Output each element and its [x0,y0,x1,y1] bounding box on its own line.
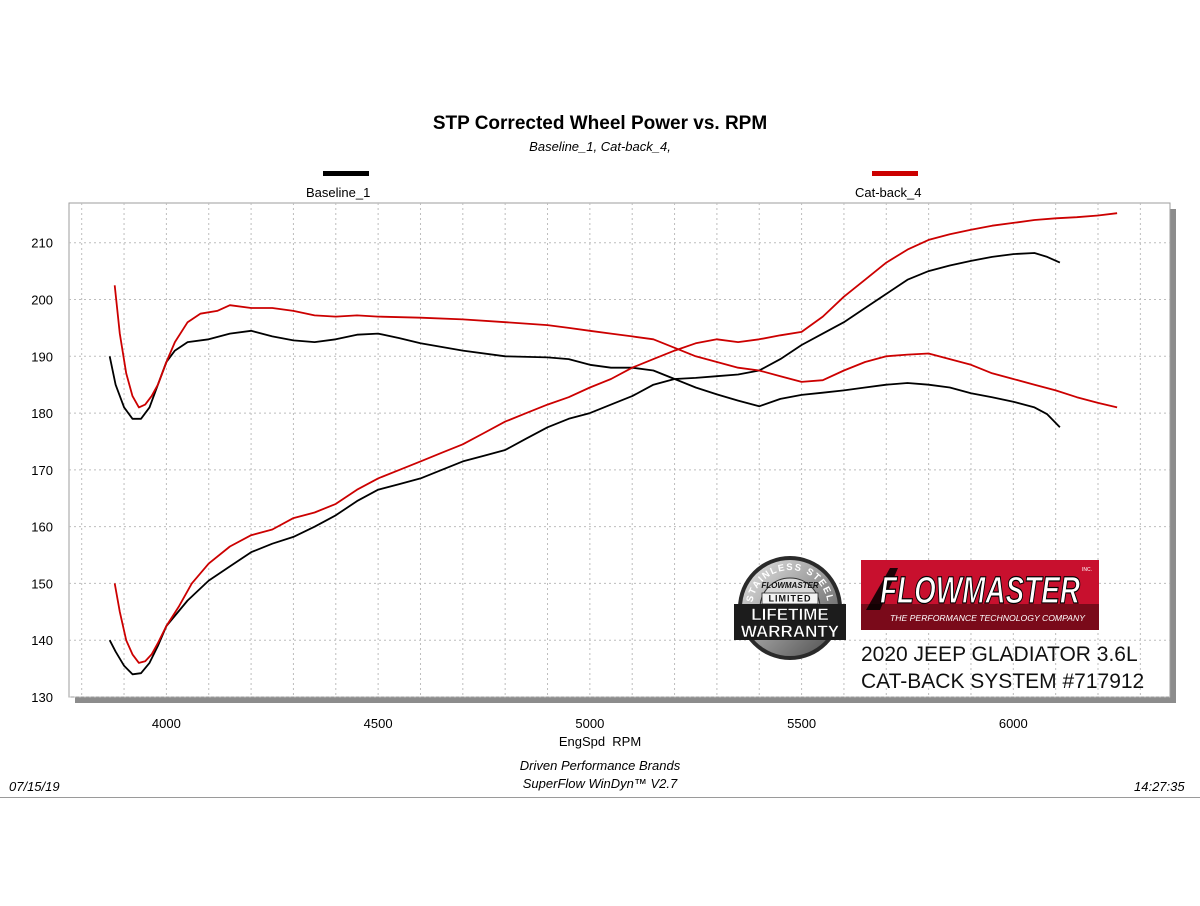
series-line-baseline-1-upper [108,329,1061,428]
series-layer [108,212,1118,676]
footer-divider [0,797,1200,798]
logo-brand-text: FLOWMASTER [880,570,1080,612]
caption-block: 2020 JEEP GLADIATOR 3.6L CAT-BACK SYSTEM… [861,643,1144,693]
legend-label-baseline: Baseline_1 [306,185,371,200]
badge-brand: FLOWMASTER [761,581,819,590]
y-tick-label: 190 [31,349,53,364]
chart-title: STP Corrected Wheel Power vs. RPM [432,113,768,134]
legend-swatch-baseline [323,171,369,176]
legend-swatch-catback [872,171,918,176]
footer-time: 14:27:35 [1134,779,1185,794]
y-tick-label: 180 [31,406,53,421]
badge-line1: LIFETIME [751,605,828,624]
axis-layer: 130 140 150 160 170 180 190 200 210 4000 4500 5000 5… [31,236,1027,731]
footer-software: SuperFlow WinDyn™ V2.7 [522,776,678,791]
series-line-cat-back-4-lower [113,212,1118,664]
x-tick-label: 4000 [152,716,181,731]
y-tick-label: 210 [31,236,53,251]
series-line-baseline-1-lower [108,252,1061,676]
legend-label-catback: Cat-back_4 [855,185,922,200]
series-line-cat-back-4-upper [113,285,1118,409]
y-tick-label: 150 [31,576,53,591]
y-tick-label: 130 [31,690,53,705]
y-tick-label: 170 [31,463,53,478]
x-tick-label: 5000 [575,716,604,731]
caption-line2: CAT-BACK SYSTEM #717912 [861,670,1144,693]
x-tick-label: 5500 [787,716,816,731]
footer-company: Driven Performance Brands [519,758,681,773]
logo-tagline: THE PERFORMANCE TECHNOLOGY COMPANY [890,614,1086,623]
x-axis-label: EngSpd RPM [558,734,642,749]
logo-flag-mark [866,568,898,610]
warranty-badge: STAINLESS STEEL FLOWMASTER LIMITED LIFET… [734,556,846,660]
logo-tagline-panel [861,604,1099,630]
footer-date: 07/15/19 [9,779,60,794]
y-tick-label: 200 [31,293,53,308]
badge-ribbon-text: LIMITED [769,594,812,604]
badge-banner [734,604,846,640]
x-tick-label: 4500 [364,716,393,731]
y-tick-label: 160 [31,520,53,535]
logo-inc-mark: INC. [1082,567,1092,573]
y-tick-label: 140 [31,633,53,648]
flowmaster-logo: FLOWMASTER INC. THE PERFORMANCE TECHNOLO… [861,560,1099,630]
x-tick-label: 6000 [999,716,1028,731]
caption-line1: 2020 JEEP GLADIATOR 3.6L [861,643,1138,666]
chart-subtitle: Baseline_1, Cat-back_4, [529,139,671,154]
badge-line2: WARRANTY [741,622,840,641]
